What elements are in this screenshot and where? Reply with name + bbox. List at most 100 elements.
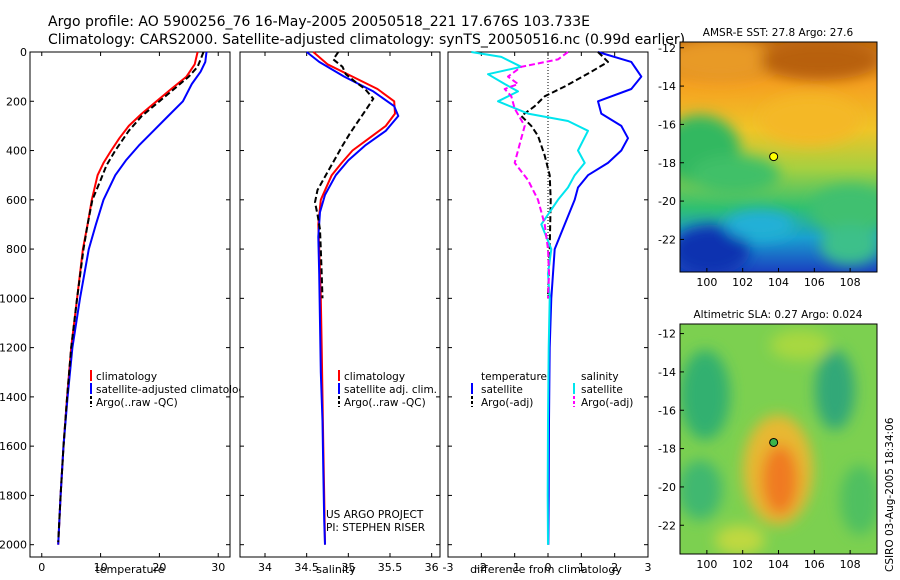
y-tick-label: 0 (20, 46, 27, 59)
x-tick-label: 102 (732, 276, 753, 289)
x-tick-label: 108 (840, 276, 861, 289)
legend-argo-label: Argo(..raw -QC) (344, 397, 426, 409)
sst-x-ticks: 100 102 104 106 108 (696, 268, 861, 289)
x-tick-label: 2 (611, 561, 618, 574)
legend-temperature-header: temperature (481, 371, 547, 383)
x-tick-label: 100 (696, 558, 717, 571)
difference-legend: temperature satellite Argo(-adj) salinit… (471, 371, 633, 409)
y-tick-label: -22 (658, 233, 676, 246)
sla-field-features (680, 330, 877, 554)
x-tick-label: 104 (768, 558, 789, 571)
y-tick-label: -16 (658, 118, 676, 131)
temperature-x-label: temperature (95, 563, 164, 576)
series-line-salinity-argo-adj- (503, 51, 569, 299)
series-line-temperature-satellite (547, 51, 643, 545)
salinity-x-label: salinity (316, 563, 356, 576)
y-tick-label: 600 (6, 194, 27, 207)
x-tick-label: 100 (696, 276, 717, 289)
legend-climatology-label: climatology (344, 371, 405, 383)
timestamp-credit: CSIRO 03-Aug-2005 18:34:06 (884, 417, 896, 572)
salinity-panel: 34 34.5 35 35.5 36 salinity climatology sate… (239, 51, 441, 576)
series-line-satellite-adj-clim- (306, 51, 400, 545)
sst-heatmap (680, 42, 877, 272)
difference-y-ticks (448, 51, 648, 546)
legend-temp-satellite-label: satellite (481, 384, 523, 396)
y-tick-label: 2000 (0, 539, 27, 552)
x-tick-label: 10 (94, 561, 108, 574)
series-line-argo-raw-qc- (57, 51, 205, 543)
sst-map-title: AMSR-E SST: 27.8 Argo: 27.6 (703, 27, 854, 39)
y-tick-label: -20 (658, 481, 676, 494)
x-tick-label: 34.5 (294, 561, 319, 574)
title-line-1: Argo profile: AO 5900256_76 16-May-2005 … (48, 14, 590, 30)
y-tick-label: 400 (6, 145, 27, 158)
sla-x-ticks: 100 102 104 106 108 (696, 550, 861, 571)
salinity-legend: climatology satellite adj. clim. Argo(..… (338, 370, 437, 409)
x-tick-label: -2 (476, 561, 487, 574)
sla-map-panel: Altimetric SLA: 0.27 Argo: 0.024 100 102 1… (658, 309, 878, 571)
argo-position-marker (769, 437, 779, 447)
y-tick-label: -12 (658, 328, 676, 341)
y-tick-label: 1200 (0, 342, 27, 355)
x-tick-label: 36 (425, 561, 439, 574)
temperature-series (57, 51, 208, 545)
temperature-axes-frame (29, 51, 231, 558)
legend-sal-argo-label: Argo(-adj) (581, 397, 633, 409)
x-tick-label: 34 (258, 561, 272, 574)
x-tick-label: 102 (732, 558, 753, 571)
y-tick-label: -12 (658, 42, 676, 55)
difference-panel: -3 -2 -1 0 1 2 3 difference from climatology t… (443, 51, 652, 576)
y-tick-label: 200 (6, 95, 27, 108)
difference-series (471, 51, 643, 545)
x-tick-label: -1 (509, 561, 520, 574)
sst-y-ticks: -12 -14 -16 -18 -20 -22 (658, 42, 684, 246)
argo-position-marker (769, 152, 779, 162)
y-tick-label: -20 (658, 195, 676, 208)
legend-satellite-label: satellite adj. clim. (344, 384, 437, 396)
x-tick-label: 20 (152, 561, 166, 574)
y-tick-label: 1400 (0, 391, 27, 404)
legend-satellite-label: satellite-adjusted climatology (96, 384, 251, 396)
temperature-panel: 0 200 400 600 800 1000 1200 1400 1600 1800 2000 0 1… (0, 46, 251, 576)
x-tick-label: 30 (211, 561, 225, 574)
y-tick-label: -14 (658, 80, 676, 93)
legend-sal-satellite-label: satellite (581, 384, 623, 396)
legend-temp-argo-label: Argo(-adj) (481, 397, 533, 409)
y-tick-label: -14 (658, 366, 676, 379)
y-tick-label: 1600 (0, 440, 27, 453)
y-tick-label: -22 (658, 519, 676, 532)
sst-field-features (680, 42, 877, 272)
x-tick-label: 0 (545, 561, 552, 574)
salinity-y-ticks (240, 51, 440, 546)
x-tick-label: 106 (804, 558, 825, 571)
project-credit: US ARGO PROJECT (326, 509, 424, 521)
salinity-x-ticks: 34 34.5 35 35.5 36 (258, 52, 439, 574)
x-tick-label: 104 (768, 276, 789, 289)
x-tick-label: -3 (443, 561, 454, 574)
legend-climatology-label: climatology (96, 371, 157, 383)
y-tick-label: -18 (658, 157, 676, 170)
title-line-2: Climatology: CARS2000. Satellite-adjuste… (48, 32, 685, 48)
y-tick-label: -18 (658, 443, 676, 456)
x-tick-label: 3 (645, 561, 652, 574)
x-tick-label: 1 (578, 561, 585, 574)
y-tick-label: 1000 (0, 292, 27, 305)
y-tick-label: 800 (6, 243, 27, 256)
legend-argo-label: Argo(..raw -QC) (96, 397, 178, 409)
sst-map-panel: AMSR-E SST: 27.8 Argo: 27.6 100 102 104 106… (658, 27, 878, 289)
temperature-legend: climatology satellite-adjusted climatolo… (90, 370, 251, 409)
x-tick-label: 108 (840, 558, 861, 571)
salinity-series (306, 51, 400, 545)
sla-map-title: Altimetric SLA: 0.27 Argo: 0.024 (694, 309, 863, 321)
series-line-temperature-argo-adj- (520, 51, 609, 299)
sla-heatmap (680, 324, 877, 554)
salinity-axes-frame (239, 51, 441, 558)
legend-salinity-header: salinity (581, 371, 619, 383)
x-tick-label: 35.5 (378, 561, 403, 574)
series-line-salinity-satellite (471, 51, 589, 545)
x-tick-label: 0 (38, 561, 45, 574)
sla-y-ticks: -12 -14 -16 -18 -20 -22 (658, 328, 684, 532)
temperature-y-ticks: 0 200 400 600 800 1000 1200 1400 1600 1800 2000 (0, 46, 230, 552)
difference-x-label: difference from climatology (470, 563, 622, 576)
